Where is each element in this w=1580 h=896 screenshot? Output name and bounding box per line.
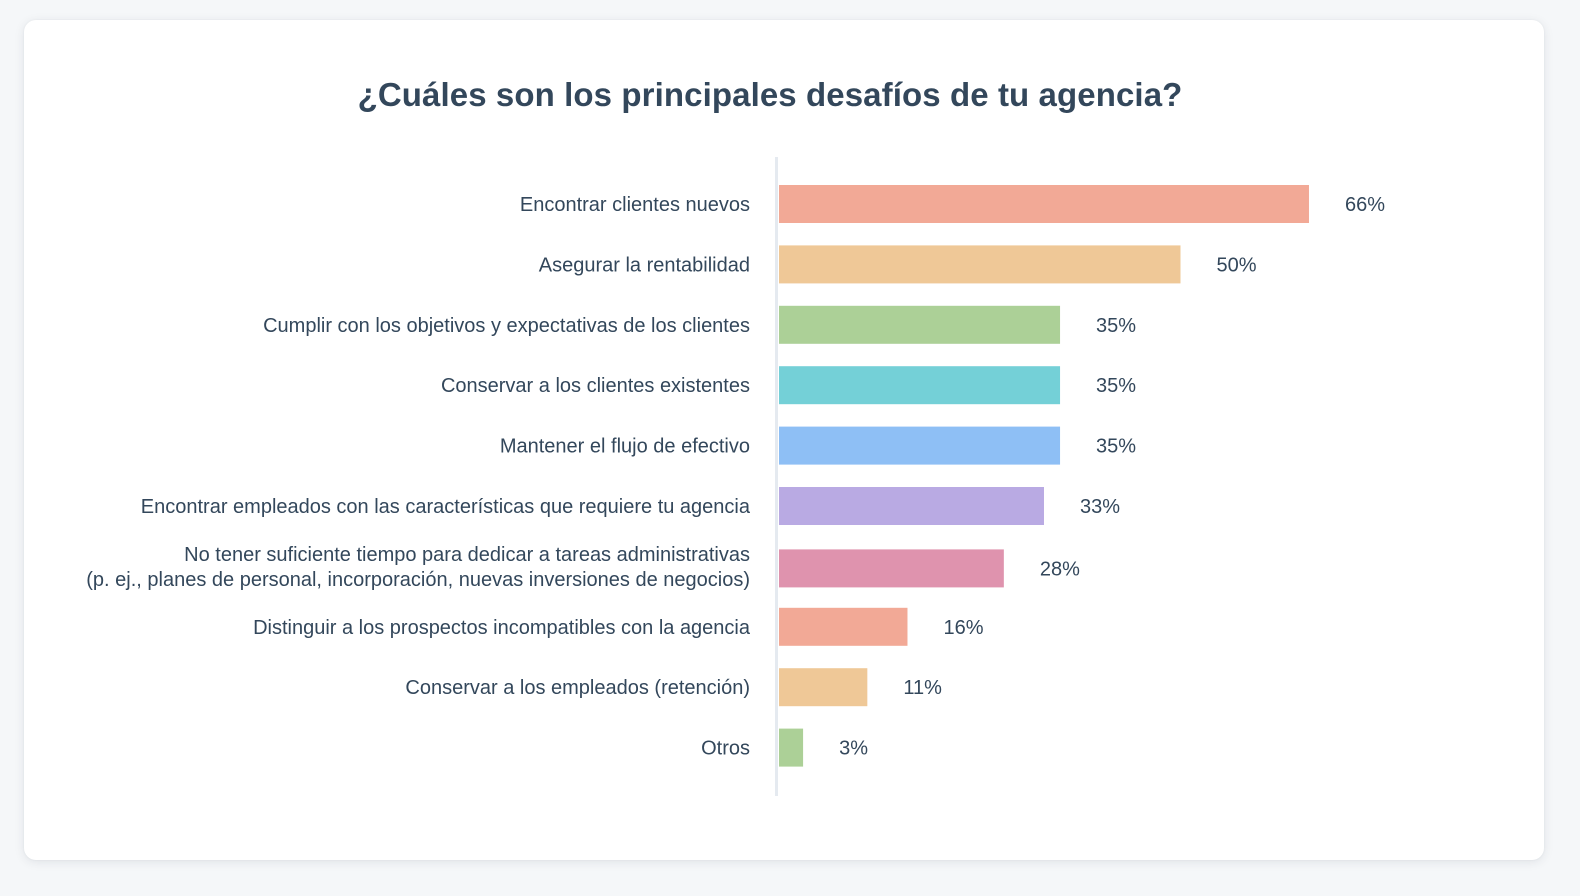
value-label: 28% [1040,558,1080,580]
bar [779,366,1061,405]
value-label: 33% [1080,496,1120,518]
category-label: Encontrar empleados con las característi… [141,496,751,518]
category-label: Asegurar la rentabilidad [539,254,750,276]
category-label: Distinguir a los prospectos incompatible… [253,617,751,639]
value-label: 3% [839,738,868,760]
category-label: Conservar a los empleados (retención) [405,677,750,699]
bar [779,185,1309,223]
bar [779,549,1004,588]
category-label: (p. ej., planes de personal, incorporaci… [86,569,750,591]
value-labels-group: 66% 50% 35% 35% 35% 33% 28% 16% 11% 3% [839,194,1385,760]
chart-title: ¿Cuáles son los principales desafíos de … [357,76,1183,113]
category-label: Encontrar clientes nuevos [520,194,750,216]
value-label: 35% [1096,315,1136,337]
value-label: 35% [1096,375,1136,397]
value-label: 50% [1217,254,1257,276]
bars-group [779,185,1309,767]
bar [779,426,1061,465]
category-labels-group: Encontrar clientes nuevos Asegurar la ren… [86,194,751,760]
value-label: 35% [1096,436,1136,458]
category-label: No tener suficiente tiempo para dedicar … [184,544,750,566]
value-label: 11% [903,677,942,699]
bar [779,668,868,707]
value-label: 66% [1345,194,1385,216]
bar [779,245,1181,284]
category-label: Conservar a los clientes existentes [441,375,750,397]
category-label: Mantener el flujo de efectivo [500,436,750,458]
category-label: Otros [701,738,750,760]
bar [779,487,1044,525]
value-label: 16% [943,617,983,639]
bar [779,728,804,767]
bar [779,305,1061,344]
bar [779,607,908,646]
category-label: Cumplir con los objetivos y expectativas… [263,315,750,337]
